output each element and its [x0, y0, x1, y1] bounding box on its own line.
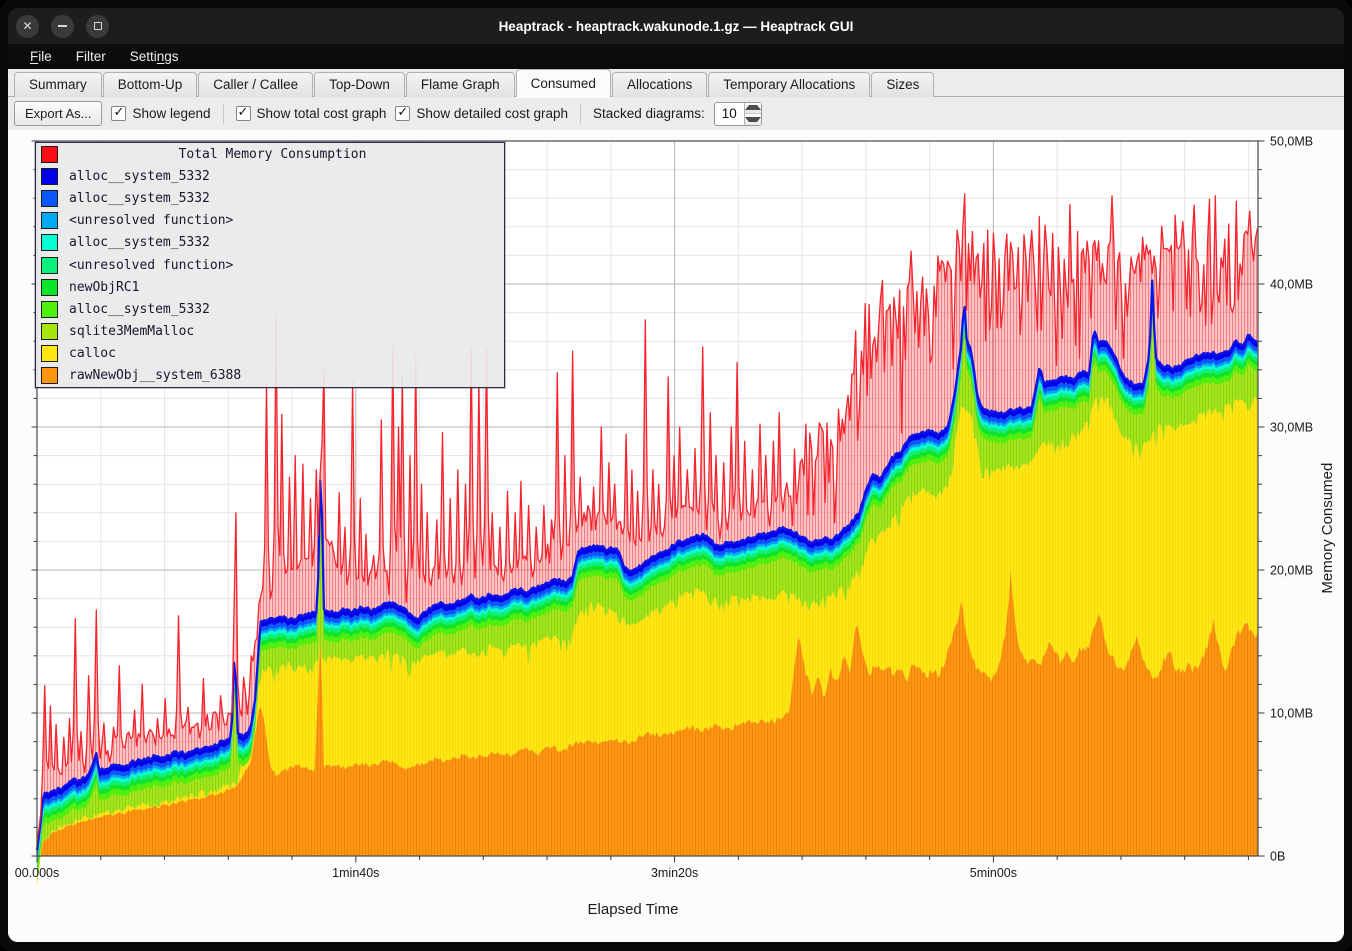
- tab-flame-graph[interactable]: Flame Graph: [405, 72, 515, 97]
- chevron-up-icon: [744, 105, 761, 111]
- stacked-diagrams-spinner[interactable]: 10: [713, 101, 762, 126]
- legend-swatch: [41, 278, 58, 296]
- legend-swatch: [41, 212, 58, 230]
- window-title: Heaptrack - heaptrack.wakunode.1.gz — He…: [498, 18, 854, 34]
- legend-row: <unresolved function>: [36, 254, 504, 276]
- y-tick-label: 20,0MB: [1270, 564, 1313, 578]
- y-tick-label: 40,0MB: [1270, 278, 1313, 292]
- close-button[interactable]: ✕: [16, 14, 39, 38]
- minimize-button[interactable]: [51, 14, 74, 38]
- menu-settings[interactable]: Settings: [129, 49, 179, 64]
- spinner-down-button[interactable]: [744, 114, 761, 125]
- legend-row: newObjRC1: [36, 276, 504, 298]
- x-tick-label: 3min20s: [651, 866, 698, 880]
- tab-caller-callee[interactable]: Caller / Callee: [198, 72, 314, 97]
- chart-legend: Total Memory Consumption alloc__system_5…: [35, 142, 505, 388]
- legend-swatch: [41, 167, 58, 185]
- toolbar-separator: [579, 103, 581, 124]
- toolbar-separator: [222, 103, 224, 124]
- tab-top-down[interactable]: Top-Down: [314, 72, 405, 97]
- legend-swatch: [41, 345, 58, 363]
- tab-allocations[interactable]: Allocations: [611, 72, 708, 97]
- legend-row: sqlite3MemMalloc: [36, 321, 504, 343]
- x-axis-title: Elapsed Time: [587, 901, 679, 918]
- menu-file[interactable]: File: [30, 49, 52, 64]
- legend-row: alloc__system_5332: [36, 165, 504, 187]
- legend-swatch: [41, 367, 58, 385]
- y-axis-title: Memory Consumed: [1319, 462, 1336, 594]
- x-tick-label: 00.000s: [15, 866, 59, 880]
- y-tick-label: 0B: [1270, 850, 1285, 864]
- tab-temporary-allocations[interactable]: Temporary Allocations: [708, 72, 871, 97]
- tab-sizes[interactable]: Sizes: [871, 72, 935, 97]
- titlebar[interactable]: ✕ Heaptrack - heaptrack.wakunode.1.gz — …: [8, 8, 1344, 44]
- x-tick-label: 5min00s: [970, 866, 1017, 880]
- maximize-icon: [93, 22, 102, 30]
- legend-swatch: [41, 256, 58, 274]
- menu-filter[interactable]: Filter: [75, 49, 106, 64]
- legend-row: <unresolved function>: [36, 210, 504, 232]
- legend-swatch-total: [41, 145, 58, 163]
- tab-bottom-up[interactable]: Bottom-Up: [102, 72, 198, 97]
- legend-row: calloc: [36, 343, 504, 365]
- legend-row: alloc__system_5332: [36, 298, 504, 320]
- legend-row: Total Memory Consumption: [36, 143, 504, 165]
- legend-row: alloc__system_5332: [36, 232, 504, 254]
- show-total-cost-checkbox[interactable]: [235, 105, 251, 121]
- y-tick-label: 50,0MB: [1270, 135, 1313, 149]
- tab-consumed[interactable]: Consumed: [515, 69, 611, 97]
- close-icon: ✕: [22, 19, 33, 33]
- chevron-down-icon: [744, 116, 761, 122]
- stacked-diagrams-value[interactable]: 10: [721, 105, 737, 121]
- show-legend-option[interactable]: Show legend: [111, 105, 211, 121]
- y-tick-label: 30,0MB: [1270, 421, 1313, 435]
- show-legend-checkbox[interactable]: [111, 105, 127, 121]
- spinner-up-button[interactable]: [744, 102, 761, 114]
- consumed-chart-panel: 00.000s 1min40s 3min20s 5min00s 0B 10,0MB 20,0…: [8, 130, 1344, 942]
- legend-swatch: [41, 323, 58, 341]
- show-total-cost-option[interactable]: Show total cost graph: [235, 105, 386, 121]
- tabbar: Summary Bottom-Up Caller / Callee Top-Do…: [8, 69, 1344, 97]
- legend-swatch: [41, 234, 58, 252]
- stacked-diagrams-label: Stacked diagrams:: [592, 106, 705, 121]
- maximize-button[interactable]: [86, 14, 109, 38]
- show-detailed-cost-checkbox[interactable]: [395, 105, 411, 121]
- y-tick-label: 10,0MB: [1270, 707, 1313, 721]
- minimize-icon: [58, 25, 67, 27]
- show-detailed-cost-option[interactable]: Show detailed cost graph: [395, 105, 568, 121]
- legend-row: alloc__system_5332: [36, 187, 504, 209]
- legend-swatch: [41, 189, 58, 207]
- menubar: File Filter Settings: [8, 44, 1344, 69]
- tab-summary[interactable]: Summary: [14, 72, 102, 97]
- export-as-button[interactable]: Export As...: [14, 101, 103, 126]
- x-tick-label: 1min40s: [332, 866, 379, 880]
- legend-swatch: [41, 300, 58, 318]
- toolbar: Export As... Show legend Show total cost…: [8, 97, 1344, 130]
- legend-row: rawNewObj__system_6388: [36, 365, 504, 387]
